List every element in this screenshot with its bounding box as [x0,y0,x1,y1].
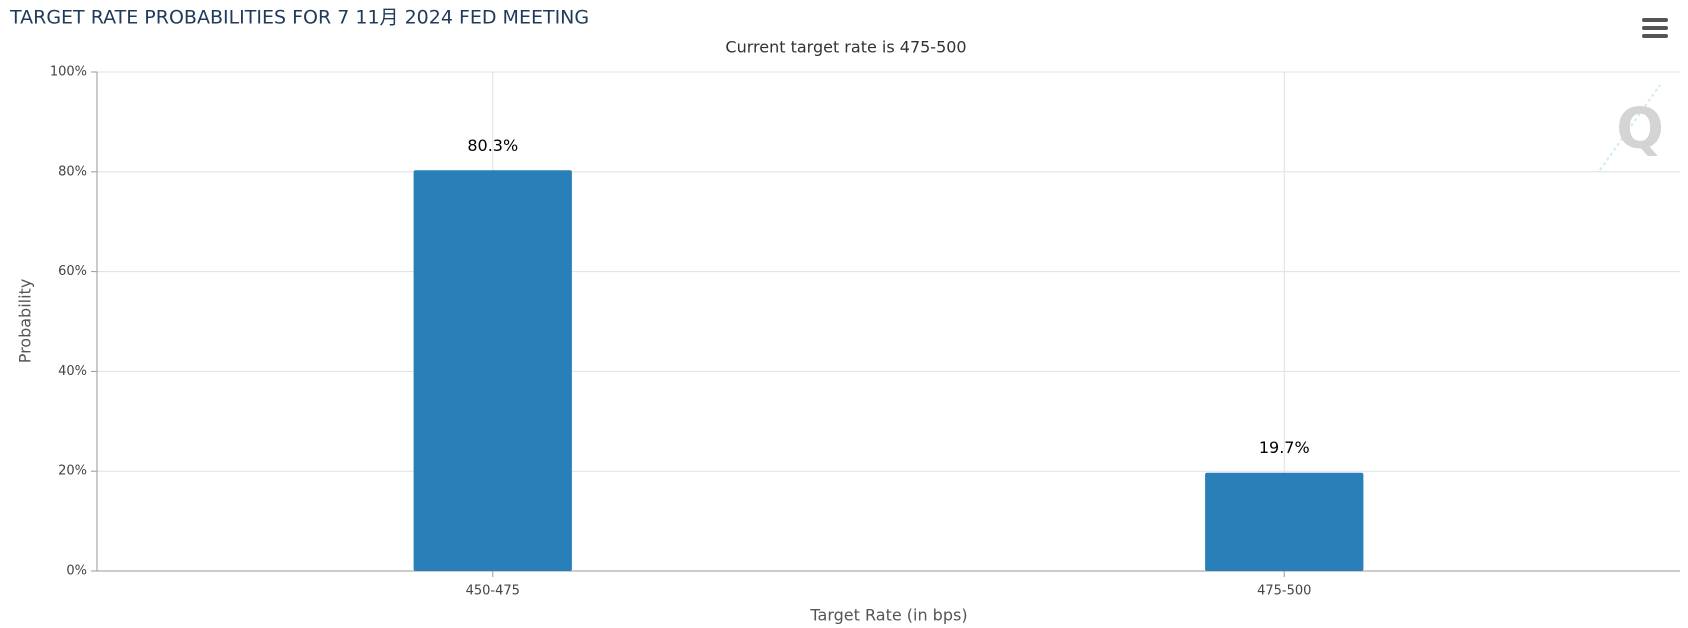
svg-text:Q: Q [1616,97,1664,162]
y-tick-label: 80% [58,164,87,179]
chart-title: TARGET RATE PROBABILITIES FOR 7 11月 2024… [9,7,589,29]
x-tick-label: 450-475 [466,584,520,599]
watermark: Q [1599,84,1664,171]
chart-subtitle: Current target rate is 475-500 [725,38,966,57]
y-tick-label: 100% [50,65,87,80]
y-tick-label: 60% [58,264,87,279]
y-tick-label: 40% [58,364,87,379]
value-label: 19.7% [1259,438,1310,457]
bar [1205,472,1364,571]
menu-icon[interactable] [1642,18,1668,38]
y-tick-label: 20% [58,464,87,479]
y-axis-label: Probability [16,279,35,364]
bar [413,170,572,572]
x-tick-label: 475-500 [1257,584,1311,599]
y-tick-label: 0% [66,564,87,579]
value-label: 80.3% [467,136,518,155]
x-axis-label: Target Rate (in bps) [809,606,967,625]
